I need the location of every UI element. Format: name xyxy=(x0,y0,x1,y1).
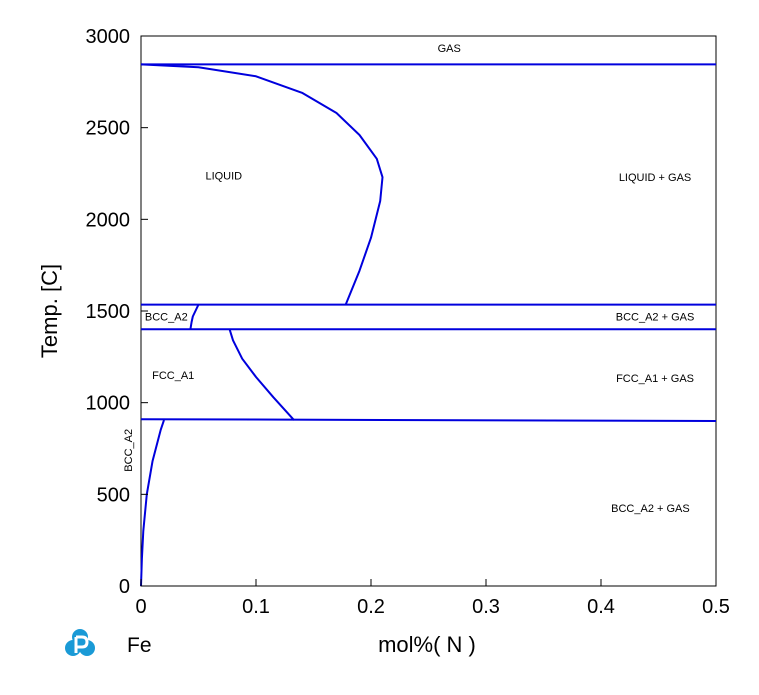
x-tick-label: 0.3 xyxy=(472,596,500,618)
y-tick-label: 3000 xyxy=(86,26,131,48)
y-tick-label: 2500 xyxy=(86,118,131,140)
phase-boundary-line-5 xyxy=(189,304,200,330)
x-tick-label: 0 xyxy=(135,596,146,618)
y-axis: 0 500 1000 1500 2000 2500 3000 xyxy=(86,26,148,598)
x-tick-label: 0.1 xyxy=(242,596,270,618)
y-tick-label: 0 xyxy=(119,576,130,598)
software-logo-icon xyxy=(65,629,95,656)
phase-region-label: FCC_A1 + GAS xyxy=(616,373,694,385)
phase-region-label: BCC_A2 + GAS xyxy=(611,503,690,515)
phase-region-label: LIQUID + GAS xyxy=(619,172,691,184)
phase-region-label: LIQUID xyxy=(205,170,242,182)
phase-boundary-line-7 xyxy=(140,418,717,422)
phase-region-label: BCC_A2 + GAS xyxy=(616,312,695,324)
phase-region-label: BCC_A2 xyxy=(123,429,135,472)
phase-boundary-line-2 xyxy=(140,63,384,305)
phase-region-label: BCC_A2 xyxy=(145,312,188,324)
phase-boundary-line-8 xyxy=(140,419,165,587)
y-tick-label: 500 xyxy=(97,484,130,506)
y-axis-title: Temp. [C] xyxy=(37,264,62,358)
x-axis-title: mol%( N ) xyxy=(378,632,476,657)
x-axis: 0 0.1 0.2 0.3 0.4 0.5 xyxy=(135,579,730,618)
series-group xyxy=(140,63,717,587)
phase-boundary-line-6 xyxy=(228,329,295,421)
y-tick-label: 1500 xyxy=(86,301,131,323)
y-tick-label: 1000 xyxy=(86,393,131,415)
x-tick-label: 0.5 xyxy=(702,596,730,618)
x-tick-label: 0.4 xyxy=(587,596,615,618)
x-tick-label: 0.2 xyxy=(357,596,385,618)
phase-region-label: FCC_A1 xyxy=(152,370,194,382)
y-tick-label: 2000 xyxy=(86,209,131,231)
region-labels: GAS LIQUID LIQUID + GAS BCC_A2 BCC_A2 + GAS F… xyxy=(123,43,695,515)
phase-region-label: GAS xyxy=(438,43,461,55)
element-label: Fe xyxy=(127,634,152,657)
